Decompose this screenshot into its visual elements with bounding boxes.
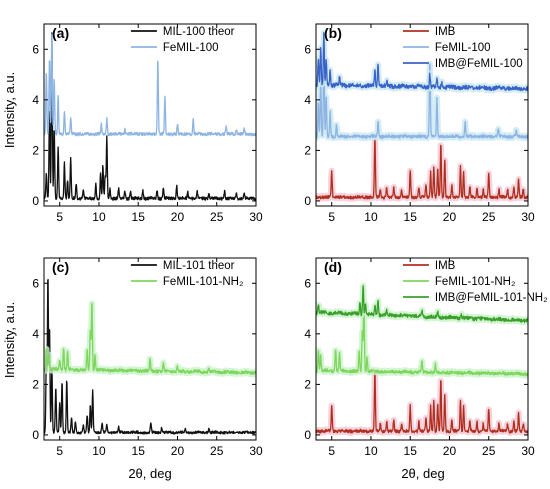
- legend-entry-imb-femil-100: IMB@FeMIL-100: [435, 58, 523, 70]
- axes-frame: [43, 23, 257, 207]
- x-tick-label: 5: [56, 444, 63, 458]
- legend-entry-mil-101-theor: MIL-101 theor: [163, 260, 235, 272]
- y-tick-label: 0: [32, 194, 39, 208]
- legend-entry-femil-101-nh: FeMIL-101-NH₂: [163, 276, 244, 288]
- x-tick-label: 30: [521, 210, 535, 224]
- legend-entry-mil-100-theor: MIL-100 theor: [163, 26, 235, 38]
- legend-entry-imb: IMB: [435, 260, 456, 272]
- y-tick-label: 2: [304, 143, 311, 157]
- y-tick-label: 6: [32, 42, 39, 56]
- x-tick-label: 25: [210, 210, 224, 224]
- x-tick-label: 30: [521, 444, 535, 458]
- series-imb-line: [316, 138, 528, 200]
- y-axis-label-top: Intensity, a.u.: [2, 72, 17, 148]
- y-tick-label: 4: [304, 93, 311, 107]
- y-axis-label-bottom: Intensity, a.u.: [2, 302, 17, 378]
- x-tick-label: 15: [132, 210, 146, 224]
- x-tick-label: 20: [443, 210, 457, 224]
- axes-frame: [315, 257, 529, 441]
- y-tick-label: 6: [32, 276, 39, 290]
- plot-area: [44, 258, 256, 440]
- y-tick-label: 0: [304, 194, 311, 208]
- plot-area: [316, 24, 528, 206]
- x-axis-label-left: 2θ, deg: [128, 466, 171, 481]
- y-tick-label: 6: [304, 276, 311, 290]
- legend-entry-imb-femil-101-nh: IMB@FeMIL-101-NH₂: [435, 292, 548, 304]
- panel-a: 5 10 15 20 25 30 0 2 4 6 (a) MIL-100 theor FeMIL-100: [32, 23, 263, 224]
- x-tick-label: 25: [482, 210, 496, 224]
- panel-label: (c): [52, 259, 69, 275]
- x-tick-label: 15: [404, 210, 418, 224]
- series-group: [316, 29, 528, 202]
- series-imb-line: [316, 371, 528, 434]
- series-femil-101-nh-line: [316, 303, 528, 377]
- x-tick-label: 30: [249, 210, 263, 224]
- series-group: [44, 278, 256, 435]
- series-imb-femil-101-nh-line: [316, 284, 528, 323]
- x-axis-label-right: 2θ, deg: [401, 466, 444, 481]
- x-tick-label: 5: [328, 444, 335, 458]
- y-tick-label: 0: [32, 428, 39, 442]
- x-tick-label: 20: [171, 210, 185, 224]
- x-tick-label: 15: [404, 444, 418, 458]
- x-tick-label: 30: [249, 444, 263, 458]
- y-tick-label: 4: [32, 327, 39, 341]
- series-mil-101-theor-line: [44, 278, 256, 435]
- series-group: [316, 282, 528, 437]
- y-tick-label: 0: [304, 428, 311, 442]
- y-tick-label: 2: [304, 377, 311, 391]
- x-tick-label: 5: [328, 210, 335, 224]
- series-imb-femil-100-line: [316, 32, 528, 92]
- x-tick-label: 25: [210, 444, 224, 458]
- axes-frame: [43, 257, 257, 441]
- x-tick-label: 10: [92, 444, 106, 458]
- x-tick-label: 10: [364, 210, 378, 224]
- y-tick-label: 2: [32, 377, 39, 391]
- y-tick-label: 6: [304, 42, 311, 56]
- panel-d: 5 10 15 20 25 30 0 2 4 6 (d) IMB FeMIL-101-NH₂ IMB@Fe…: [304, 257, 548, 458]
- plot-area: [316, 258, 528, 440]
- x-tick-label: 20: [171, 444, 185, 458]
- legend-entry-femil-101-nh: FeMIL-101-NH₂: [435, 276, 516, 288]
- axes-frame: [315, 23, 529, 207]
- x-tick-label: 25: [482, 444, 496, 458]
- panel-label: (d): [324, 259, 342, 275]
- panel-label: (a): [52, 25, 69, 41]
- legend-entry-femil-100: FeMIL-100: [435, 42, 491, 54]
- legend-entry-imb: IMB: [435, 26, 456, 38]
- x-tick-label: 15: [132, 444, 146, 458]
- y-tick-label: 2: [32, 143, 39, 157]
- x-tick-label: 10: [92, 210, 106, 224]
- series-group: [44, 32, 256, 201]
- y-tick-label: 4: [304, 327, 311, 341]
- plot-area: [44, 24, 256, 206]
- series-mil-100-theor-line: [44, 32, 256, 201]
- panel-b: 5 10 15 20 25 30 0 2 4 6 (b) IMB FeMIL-100 IMB@FeMIL-…: [304, 23, 535, 224]
- panel-c: 5 10 15 20 25 30 0 2 4 6 (c) MIL-101 theor FeMIL-101…: [32, 257, 263, 458]
- panel-label: (b): [324, 25, 342, 41]
- x-tick-label: 20: [443, 444, 457, 458]
- x-tick-label: 10: [364, 444, 378, 458]
- series-femil-100-line: [44, 33, 256, 137]
- x-tick-label: 5: [56, 210, 63, 224]
- series-femil-101-nh-line: [44, 302, 256, 376]
- series-femil-100-line: [316, 45, 528, 139]
- legend-entry-femil-100: FeMIL-100: [163, 42, 219, 54]
- y-tick-label: 4: [32, 93, 39, 107]
